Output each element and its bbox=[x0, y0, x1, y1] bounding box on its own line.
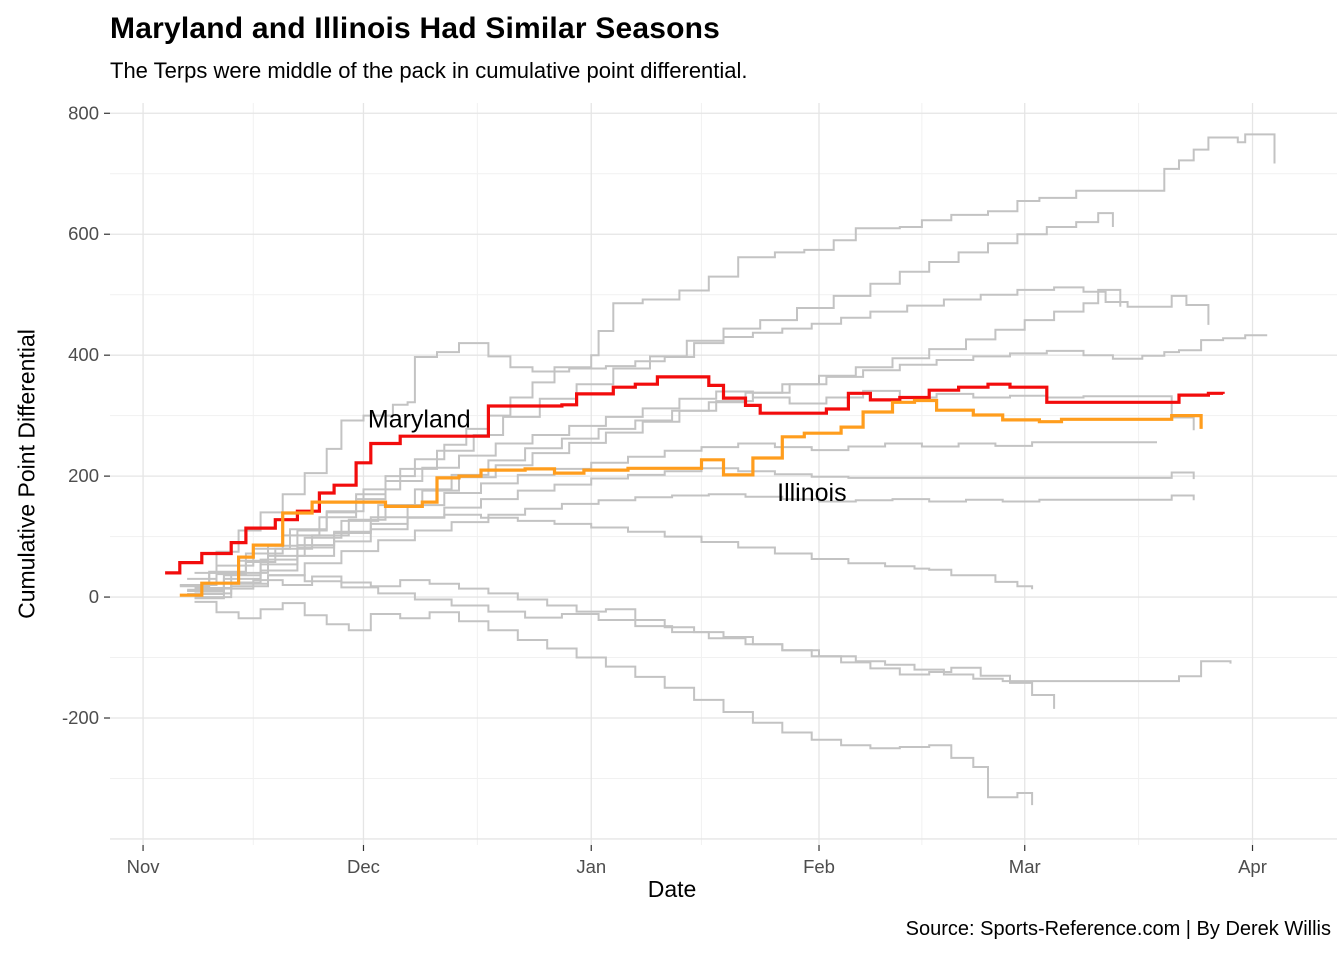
series-other-team-4 bbox=[187, 212, 1114, 580]
series-illinois bbox=[179, 398, 1203, 597]
x-tick-label: Nov bbox=[127, 856, 161, 877]
chart-subtitle: The Terps were middle of the pack in cum… bbox=[110, 58, 748, 83]
y-tick-label: 600 bbox=[68, 223, 99, 244]
series-other-team-10 bbox=[187, 513, 1034, 591]
annotation-illinois: Illinois bbox=[777, 479, 846, 507]
annotation-maryland: Maryland bbox=[368, 405, 471, 433]
x-tick-label: Dec bbox=[347, 856, 380, 877]
y-axis-title: Cumulative Point Differential bbox=[13, 329, 40, 619]
y-tick-label: 200 bbox=[68, 465, 99, 486]
y-tick-label: -200 bbox=[62, 707, 99, 728]
series-other-team-5 bbox=[194, 288, 1122, 589]
x-tick-label: Mar bbox=[1009, 856, 1041, 877]
series-maryland bbox=[165, 375, 1225, 575]
series-other-team-9 bbox=[194, 493, 1195, 599]
y-tick-label: 800 bbox=[68, 102, 99, 123]
source-caption: Source: Sports-Reference.com | By Derek … bbox=[905, 918, 1331, 940]
chart-title: Maryland and Illinois Had Similar Season… bbox=[110, 12, 721, 45]
series-other-team-12 bbox=[194, 574, 1232, 683]
y-tick-label: 0 bbox=[89, 586, 99, 607]
series-other-team-13 bbox=[194, 600, 1034, 806]
series-other-team-8 bbox=[187, 467, 1195, 595]
x-tick-label: Feb bbox=[803, 856, 835, 877]
series-other-team-7 bbox=[187, 441, 1157, 592]
x-tick-label: Apr bbox=[1238, 856, 1267, 877]
x-axis-title: Date bbox=[647, 876, 697, 902]
y-tick-label: 400 bbox=[68, 344, 99, 365]
series-other-team-6 bbox=[179, 389, 1195, 588]
x-tick-label: Jan bbox=[576, 856, 606, 877]
series-other-team-2 bbox=[194, 286, 1210, 574]
